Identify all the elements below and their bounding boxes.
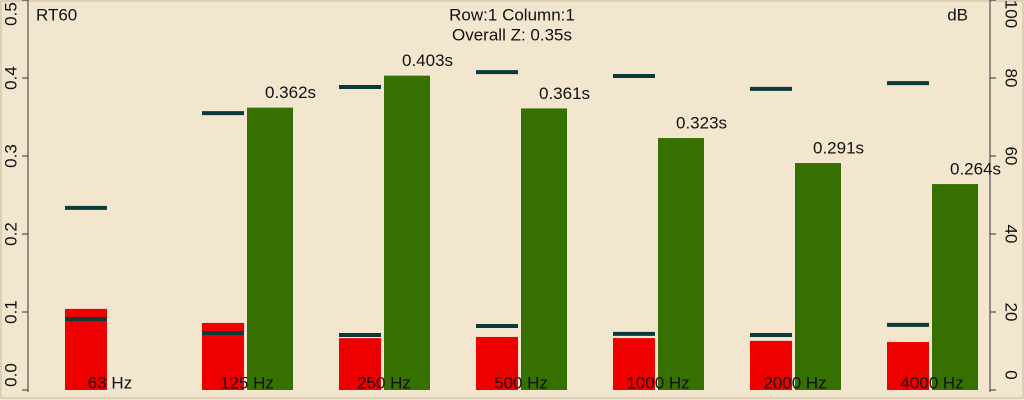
x-tick-label: 500 Hz [494, 373, 548, 392]
y-tick-label: 0.2 [1, 222, 20, 246]
bar [795, 163, 841, 390]
value-label: 0.291s [813, 139, 864, 158]
y2-tick-label: 40 [1002, 225, 1021, 244]
value-label: 0.362s [265, 83, 316, 102]
bar [65, 308, 107, 390]
chart-subtitle: Overall Z: 0.35s [452, 25, 572, 44]
y2-tick-label: 60 [1002, 147, 1021, 166]
y-tick-label: 0.4 [1, 66, 20, 90]
y-tick-label: 0.1 [1, 300, 20, 324]
bar [658, 138, 704, 390]
bar [521, 108, 567, 391]
x-tick-label: 1000 Hz [626, 373, 689, 392]
y-axis-label: RT60 [36, 5, 77, 24]
bar [750, 340, 792, 390]
y2-tick-label: 80 [1002, 69, 1021, 88]
bar [247, 107, 293, 390]
x-tick-label: 4000 Hz [900, 373, 963, 392]
y-tick-label: 0.5 [1, 2, 20, 26]
bar [339, 338, 381, 390]
bar [932, 184, 978, 390]
y2-tick-label: 20 [1002, 303, 1021, 322]
bar [476, 336, 518, 390]
x-tick-label: 63 Hz [88, 373, 132, 392]
value-label: 0.323s [676, 114, 727, 133]
x-tick-label: 250 Hz [357, 373, 411, 392]
bar [613, 338, 655, 390]
x-tick-label: 125 Hz [220, 373, 274, 392]
x-tick-label: 2000 Hz [763, 373, 826, 392]
value-label: 0.264s [950, 160, 1001, 179]
value-label: 0.403s [402, 51, 453, 70]
y2-axis-label: dB [947, 5, 968, 24]
y2-tick-label: 100 [1002, 0, 1021, 28]
chart-title: Row:1 Column:1 [449, 5, 575, 24]
bar [384, 75, 430, 390]
bar [887, 342, 929, 390]
y-tick-label: 0.0 [1, 363, 20, 387]
y2-tick-label: 0 [1002, 370, 1021, 379]
y-tick-label: 0.3 [1, 144, 20, 168]
value-label: 0.361s [539, 84, 590, 103]
